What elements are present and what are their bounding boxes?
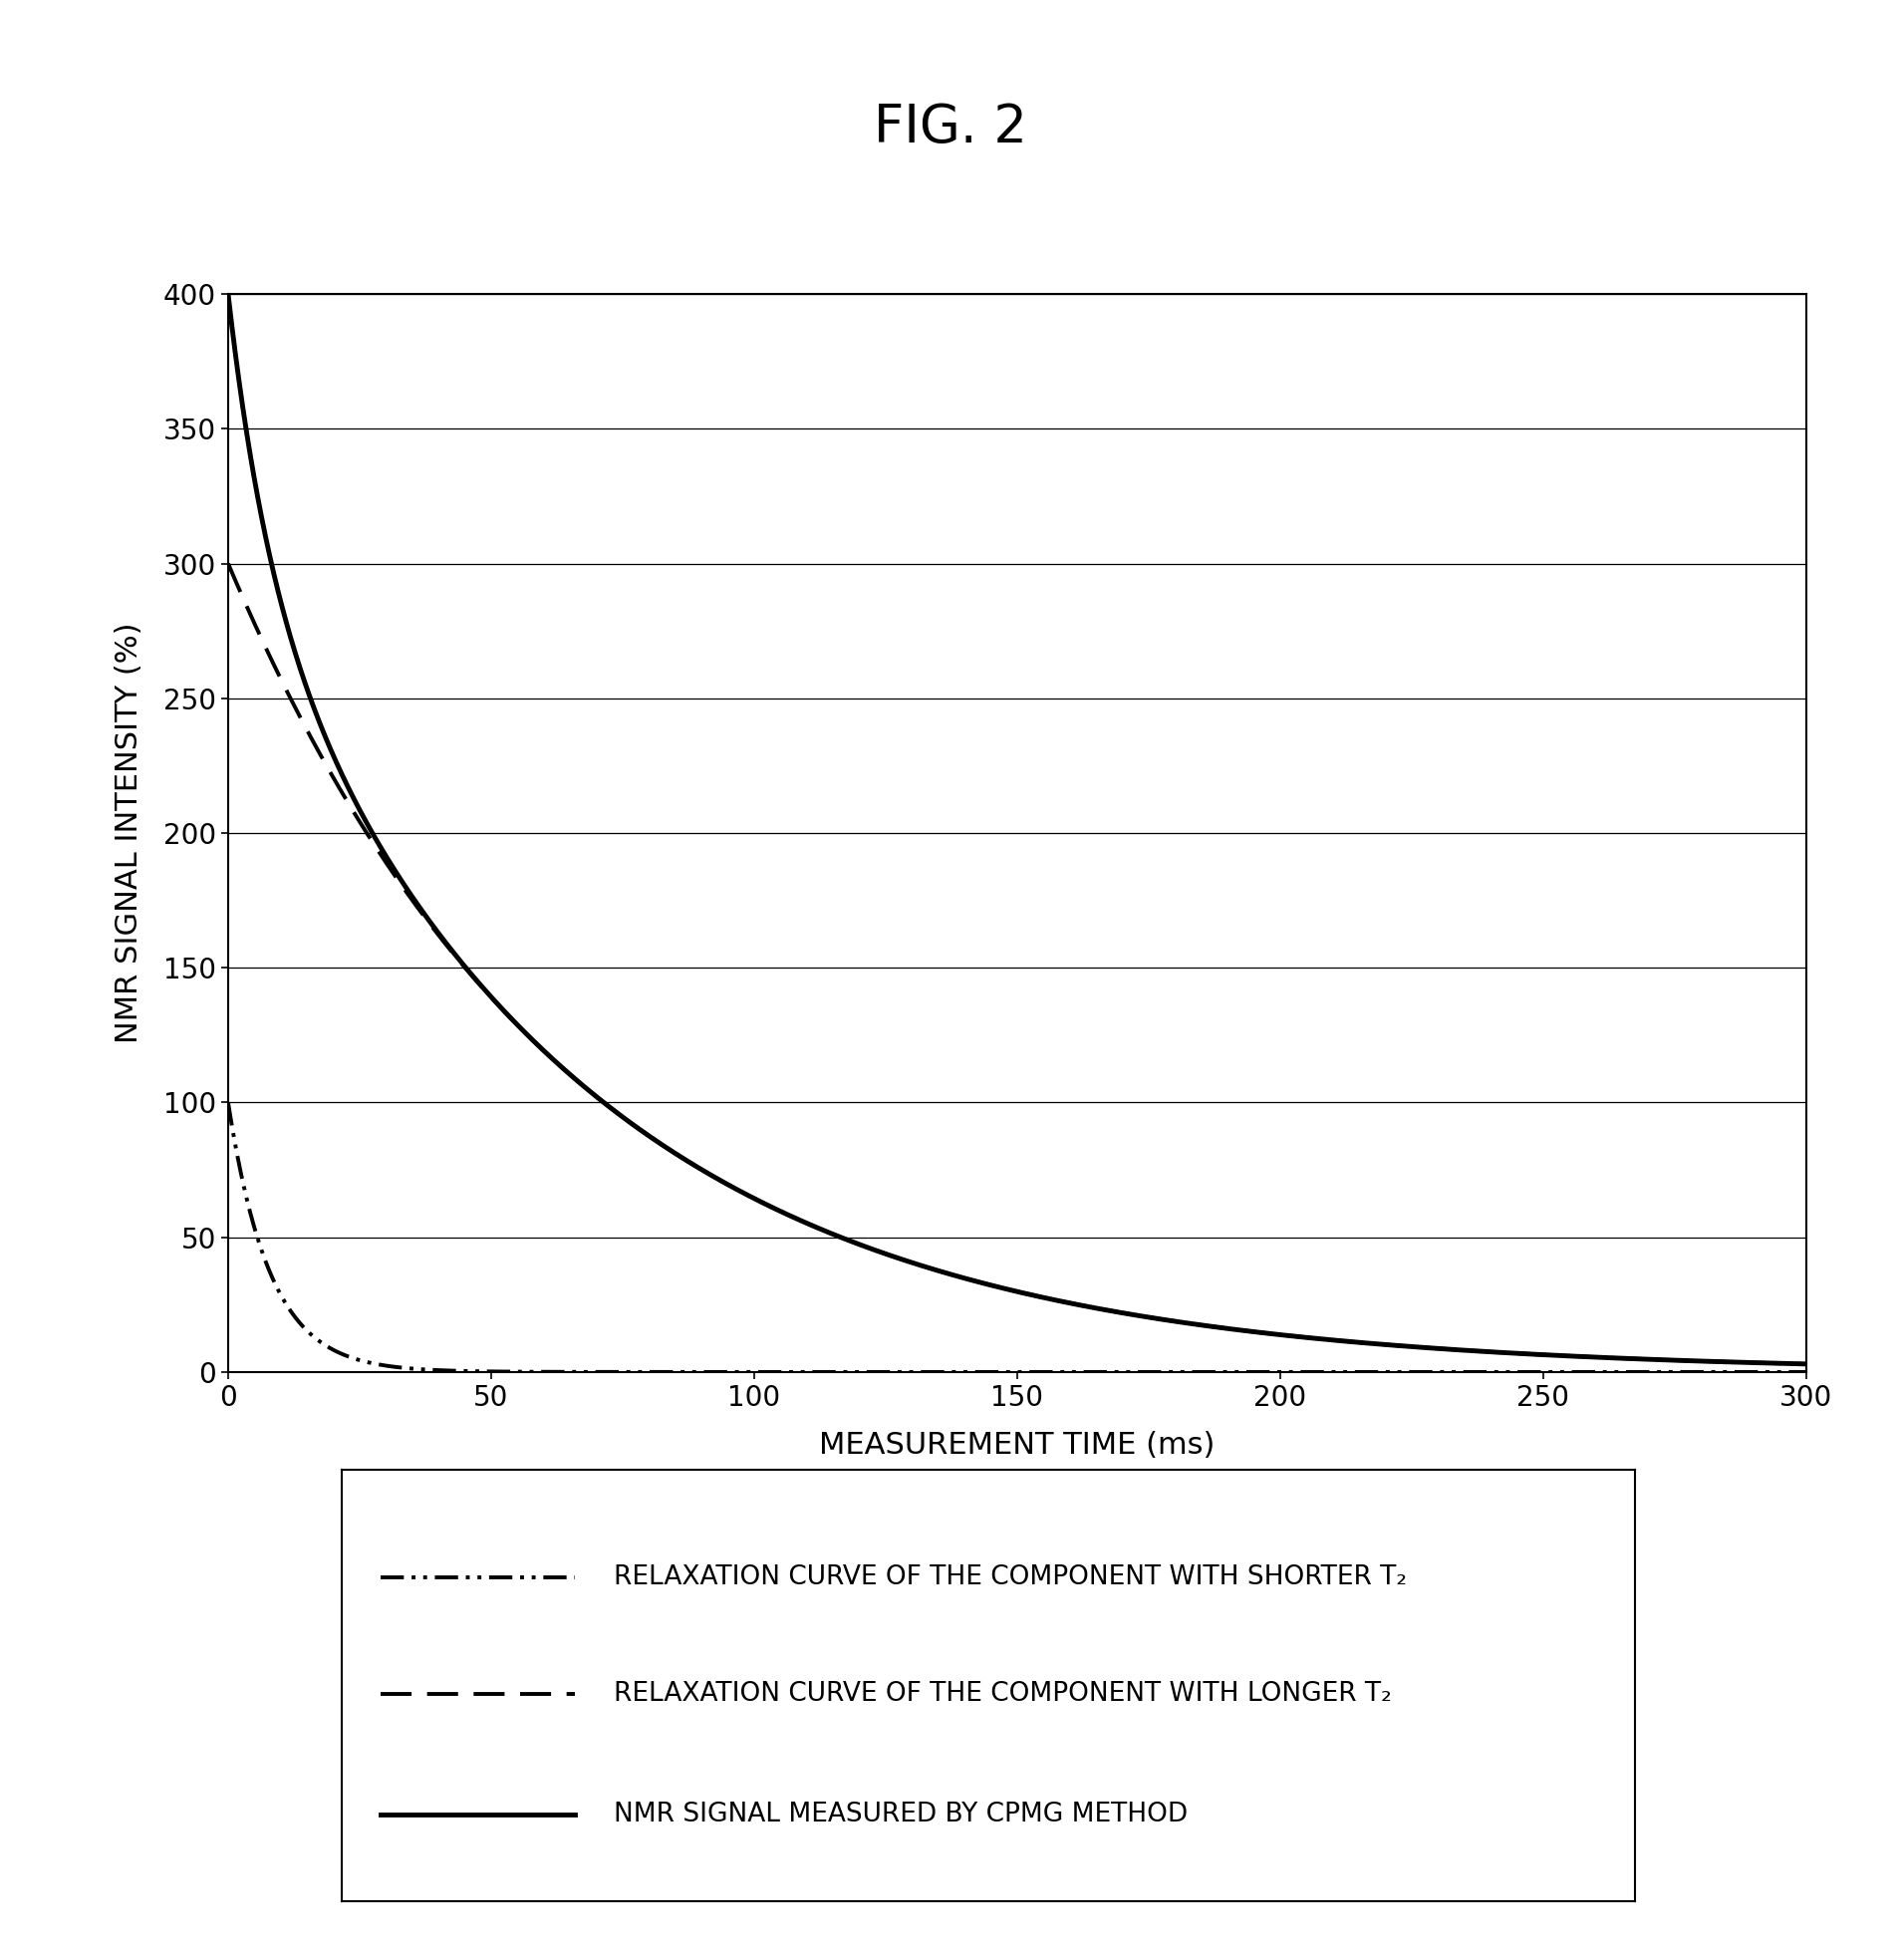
Text: RELAXATION CURVE OF THE COMPONENT WITH LONGER T₂: RELAXATION CURVE OF THE COMPONENT WITH L… [614, 1682, 1391, 1707]
Text: NMR SIGNAL MEASURED BY CPMG METHOD: NMR SIGNAL MEASURED BY CPMG METHOD [614, 1801, 1188, 1829]
X-axis label: MEASUREMENT TIME (ms): MEASUREMENT TIME (ms) [819, 1431, 1214, 1460]
Text: RELAXATION CURVE OF THE COMPONENT WITH SHORTER T₂: RELAXATION CURVE OF THE COMPONENT WITH S… [614, 1564, 1406, 1592]
Text: FIG. 2: FIG. 2 [874, 102, 1026, 153]
Y-axis label: NMR SIGNAL INTENSITY (%): NMR SIGNAL INTENSITY (%) [116, 623, 144, 1043]
